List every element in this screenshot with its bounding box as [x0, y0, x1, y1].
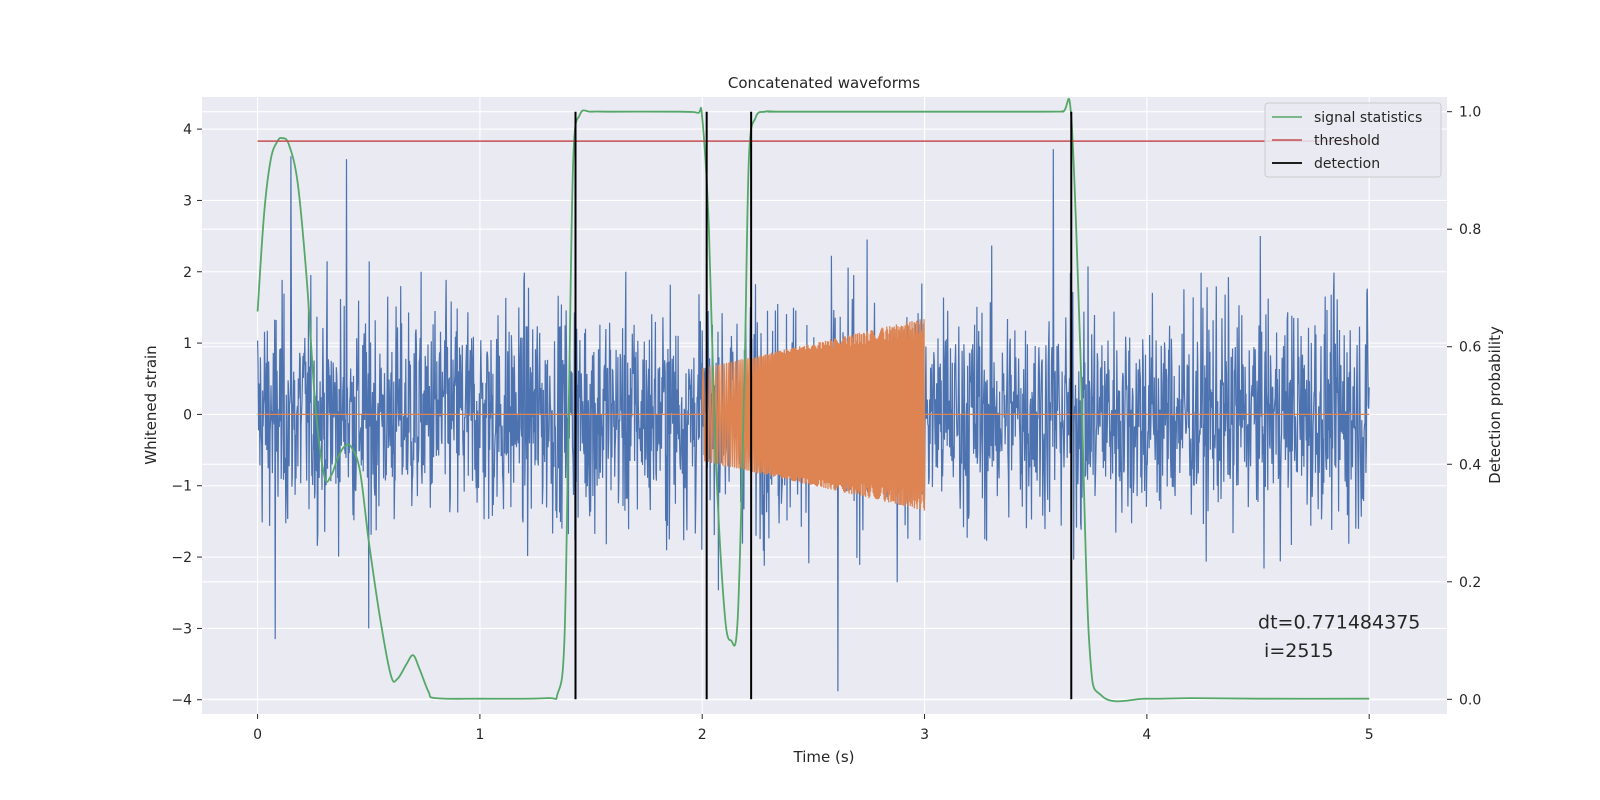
y-tick-label--3: −3 [171, 621, 192, 637]
x-tick-label-5: 5 [1365, 727, 1374, 743]
chart-title: Concatenated waveforms [728, 74, 920, 92]
x-axis: 0 1 2 3 4 5 [253, 714, 1374, 743]
y2-tick-label-2: 0.4 [1459, 457, 1481, 473]
y2-tick-label-1: 0.2 [1459, 575, 1481, 591]
y2-tick-label-0: 0.0 [1459, 692, 1481, 708]
y-tick-label--4: −4 [171, 693, 192, 709]
x-tick-label-2: 2 [698, 727, 707, 743]
y-tick-label-3: 3 [183, 193, 192, 209]
y-tick-label-0: 0 [183, 407, 192, 423]
signal-statistics-line [256, 97, 1370, 703]
y-tick-label-4: 4 [183, 122, 192, 138]
y-tick-label-2: 2 [183, 265, 192, 281]
y2-tick-label-3: 0.6 [1459, 340, 1481, 356]
legend-label-threshold: threshold [1314, 133, 1380, 149]
y-tick-label--1: −1 [171, 479, 192, 495]
y-tick-label-1: 1 [183, 336, 192, 352]
annotation-dt: dt=0.771484375 [1258, 611, 1420, 633]
y2-tick-label-4: 0.8 [1459, 222, 1481, 238]
y-axis-left: −4 −3 −2 −1 0 1 2 3 4 [171, 122, 202, 709]
legend-label-detection: detection [1314, 156, 1380, 172]
plot-area [256, 97, 1370, 703]
legend-label-signal: signal statistics [1314, 110, 1422, 126]
y-axis-right: 0.0 0.2 0.4 0.6 0.8 1.0 [1447, 105, 1481, 708]
x-axis-label: Time (s) [793, 748, 855, 766]
y-tick-label--2: −2 [171, 550, 192, 566]
y2-tick-label-5: 1.0 [1459, 105, 1481, 121]
x-tick-label-4: 4 [1142, 727, 1151, 743]
y-axis-label: Whitened strain [142, 345, 160, 464]
legend-box [1264, 102, 1442, 178]
y2-axis-label: Detection probability [1486, 326, 1504, 484]
x-tick-label-0: 0 [253, 727, 262, 743]
annotation-i: i=2515 [1258, 640, 1334, 662]
legend: signal statistics threshold detection [1264, 102, 1442, 178]
x-tick-label-3: 3 [920, 727, 929, 743]
injection-series-line [257, 319, 1370, 511]
x-tick-label-1: 1 [475, 727, 484, 743]
